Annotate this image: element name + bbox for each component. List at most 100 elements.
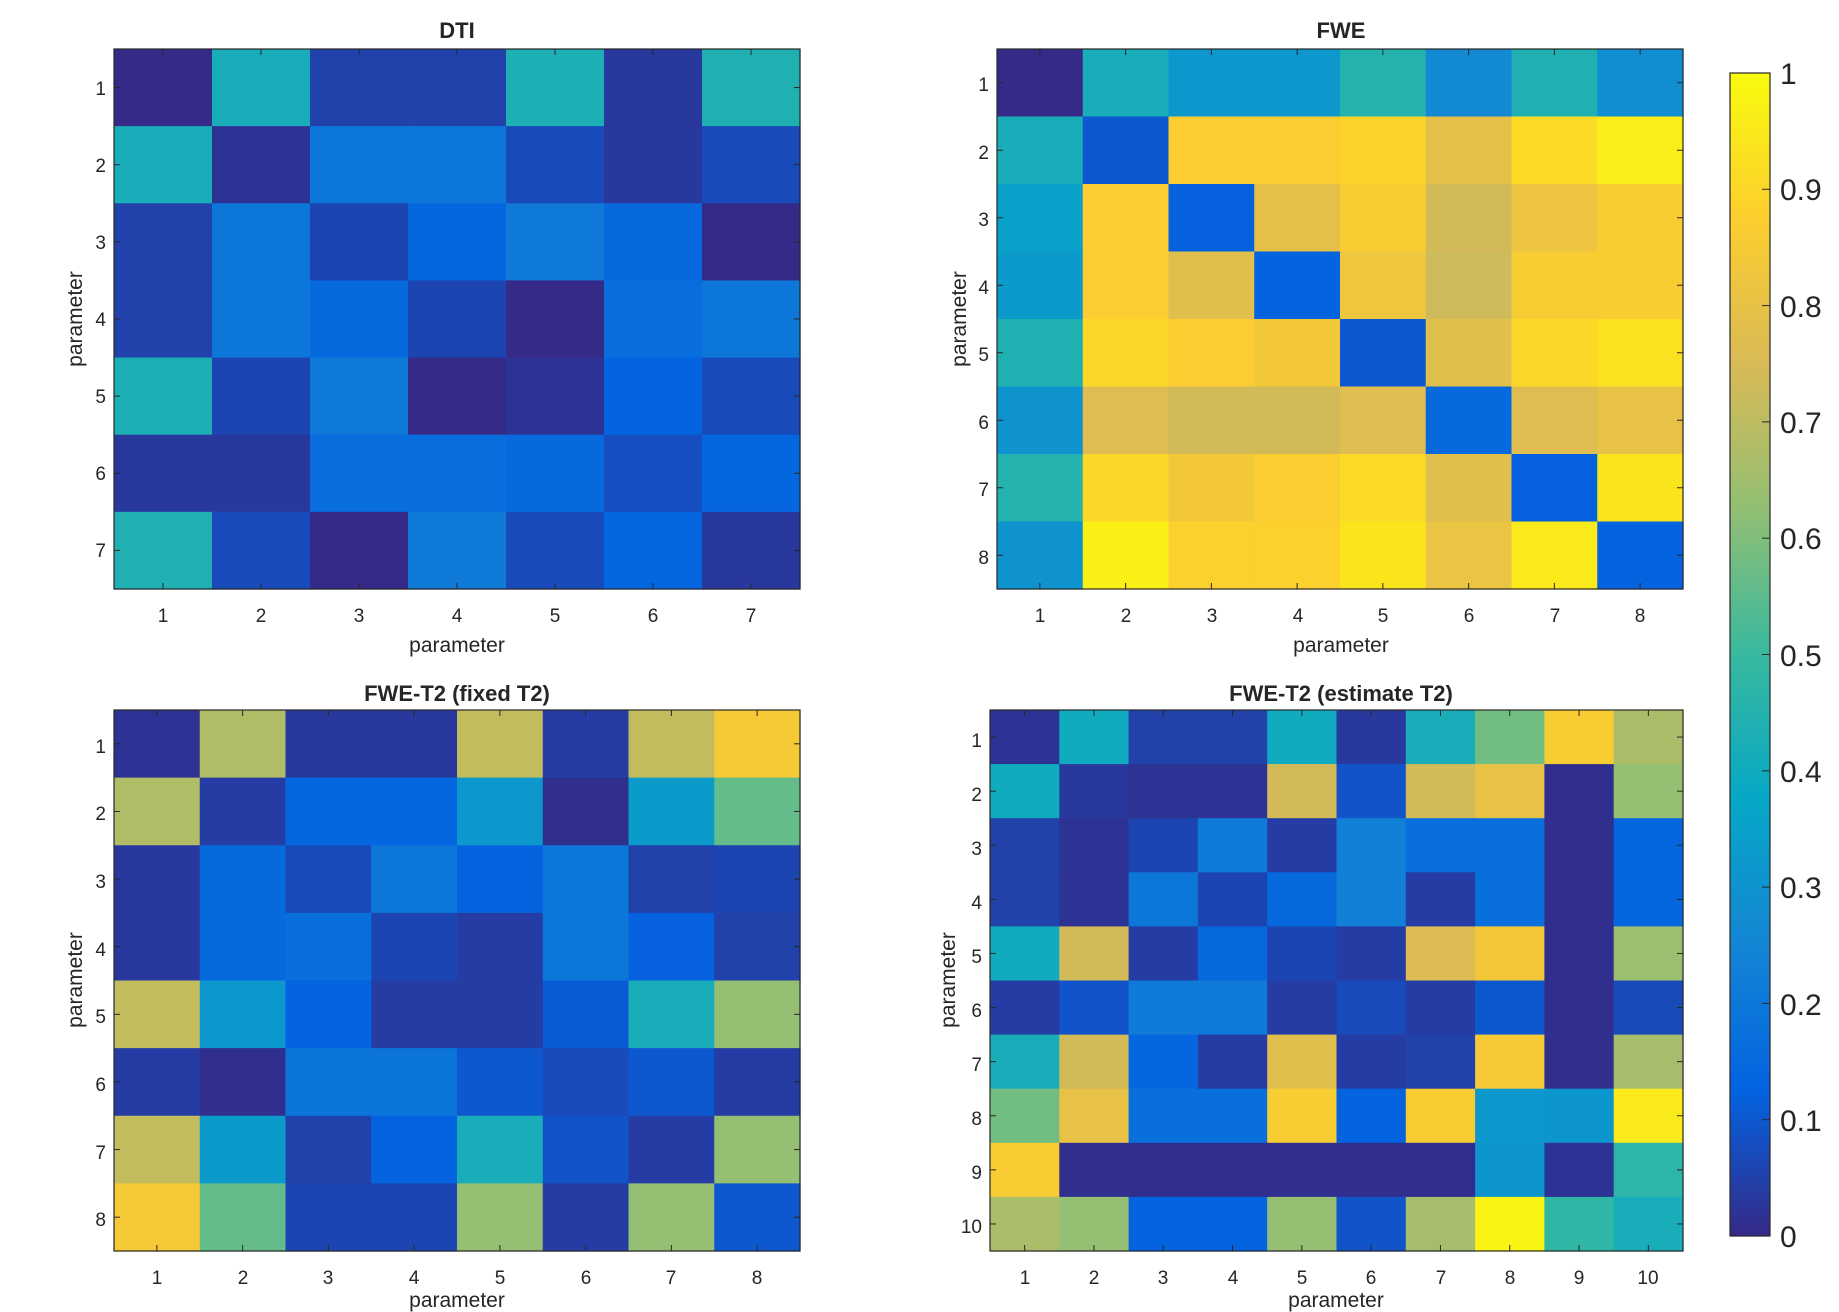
y-ticks-dti: 1 2 3 4 5 6 7 [95,79,106,562]
heatmap-cells-fwe [997,49,1684,590]
heatmap-cell [457,1183,544,1252]
heatmap-cell [199,1115,287,1184]
y-tick-label: 3 [971,839,982,860]
heatmap-cell [1336,872,1407,927]
colorbar-tick-label: 0.1 [1780,1105,1822,1138]
heatmap-cell [506,280,605,359]
y-tick-label: 4 [95,940,106,961]
heatmap-cell [1254,454,1341,523]
heatmap-cell [371,845,458,914]
heatmap-cell [114,203,213,282]
x-tick-label: 7 [746,606,757,627]
heatmap-cell [408,434,507,513]
heatmap-cell [1475,1034,1545,1090]
x-tick-label: 1 [158,606,169,627]
heatmap-cell [1544,818,1615,873]
heatmap-cell [1168,251,1255,320]
x-tick-label: 6 [1464,606,1475,627]
heatmap-cell [1475,764,1545,819]
heatmap-cell [542,1183,630,1252]
y-tick-label: 5 [95,387,106,408]
y-tick-label: 1 [95,79,106,100]
heatmap-cell [285,1048,372,1117]
heatmap-cell [1511,49,1598,118]
heatmap-cell [628,1048,715,1117]
heatmap-cell [997,386,1084,455]
heatmap-cell [628,1115,715,1184]
heatmap-cell [542,912,630,982]
heatmap-cell [506,203,605,282]
heatmap-cell [990,1034,1060,1090]
heatmap-cell [1197,1142,1268,1198]
heatmap-cell [285,980,372,1049]
heatmap-cell [114,777,201,846]
heatmap-cell [628,777,715,846]
y-tick-label: 2 [978,143,989,164]
heatmap-cell [1254,386,1341,455]
heatmap-cell [1597,116,1684,185]
y-tick-label: 7 [971,1055,982,1076]
heatmap-cell [1511,454,1598,523]
heatmap-cell [1425,319,1513,388]
heatmap-cell [1168,454,1255,523]
y-tick-label: 8 [971,1109,982,1130]
x-tick-label: 3 [1207,606,1218,627]
heatmap-cell [1128,872,1199,927]
heatmap-cell [1059,980,1130,1036]
heatmap-cell [114,434,213,513]
colorbar-tick-labels: 0 0.1 0.2 0.3 0.4 0.5 0.6 0.7 0.8 0.9 1 [1780,58,1822,1254]
heatmap-cell [1405,1088,1476,1144]
heatmap-cell [714,1048,801,1117]
heatmap-cell [212,357,311,436]
heatmap-cell [628,912,715,982]
heatmap-cell [1597,386,1684,455]
heatmap-cell [997,184,1084,253]
heatmap-cell [1597,184,1684,253]
heatmap-cell [457,845,544,914]
x-axis-label-dti: parameter [409,634,505,657]
heatmap-cell [990,1088,1060,1144]
heatmap-cell [199,912,287,982]
heatmap-cell [1613,926,1684,982]
heatmap-cell [1475,1196,1545,1252]
heatmap-cell [1336,926,1407,982]
y-tick-label: 6 [95,1075,106,1096]
heatmap-cell [997,521,1084,590]
heatmap-cell [212,434,311,513]
y-tick-label: 4 [978,278,989,299]
heatmap-cell [114,1115,201,1184]
heatmap-cell [1425,386,1513,455]
heatmap-cell [1597,49,1684,118]
y-tick-label: 5 [978,345,989,366]
heatmap-cell [371,980,458,1049]
colorbar-tick-label: 0.5 [1780,640,1822,673]
heatmap-cell [1128,818,1199,873]
heatmap-cell [1405,764,1476,819]
heatmap-cell [714,912,801,982]
x-axis-label-fwe-t2-fixed: parameter [409,1289,505,1312]
heatmap-cell [1340,319,1427,388]
heatmap-cell [1511,521,1598,590]
heatmap-cell [1197,818,1268,873]
heatmap-cell [1425,116,1513,185]
heatmap-cells-dti [114,49,801,590]
heatmap-cell [285,710,372,779]
heatmap-cell [114,710,201,779]
heatmap-cells-fwe-t2-fixed [114,710,801,1252]
heatmap-cell [1475,926,1545,982]
heatmap-cell [702,49,801,127]
y-tick-label: 7 [978,480,989,501]
heatmap-cell [990,1142,1060,1198]
heatmap-cell [1082,319,1170,388]
heatmap-cell [1475,710,1545,765]
x-ticks-dti: 1 2 3 4 5 6 7 [158,606,757,627]
heatmap-cell [990,710,1060,765]
heatmap-cell [199,710,287,779]
heatmap-cell [1168,386,1255,455]
heatmap-cell [1082,49,1170,118]
x-tick-label: 6 [648,606,659,627]
heatmap-cell [212,203,311,282]
heatmap-cell [1340,386,1427,455]
heatmap-cell [628,1183,715,1252]
